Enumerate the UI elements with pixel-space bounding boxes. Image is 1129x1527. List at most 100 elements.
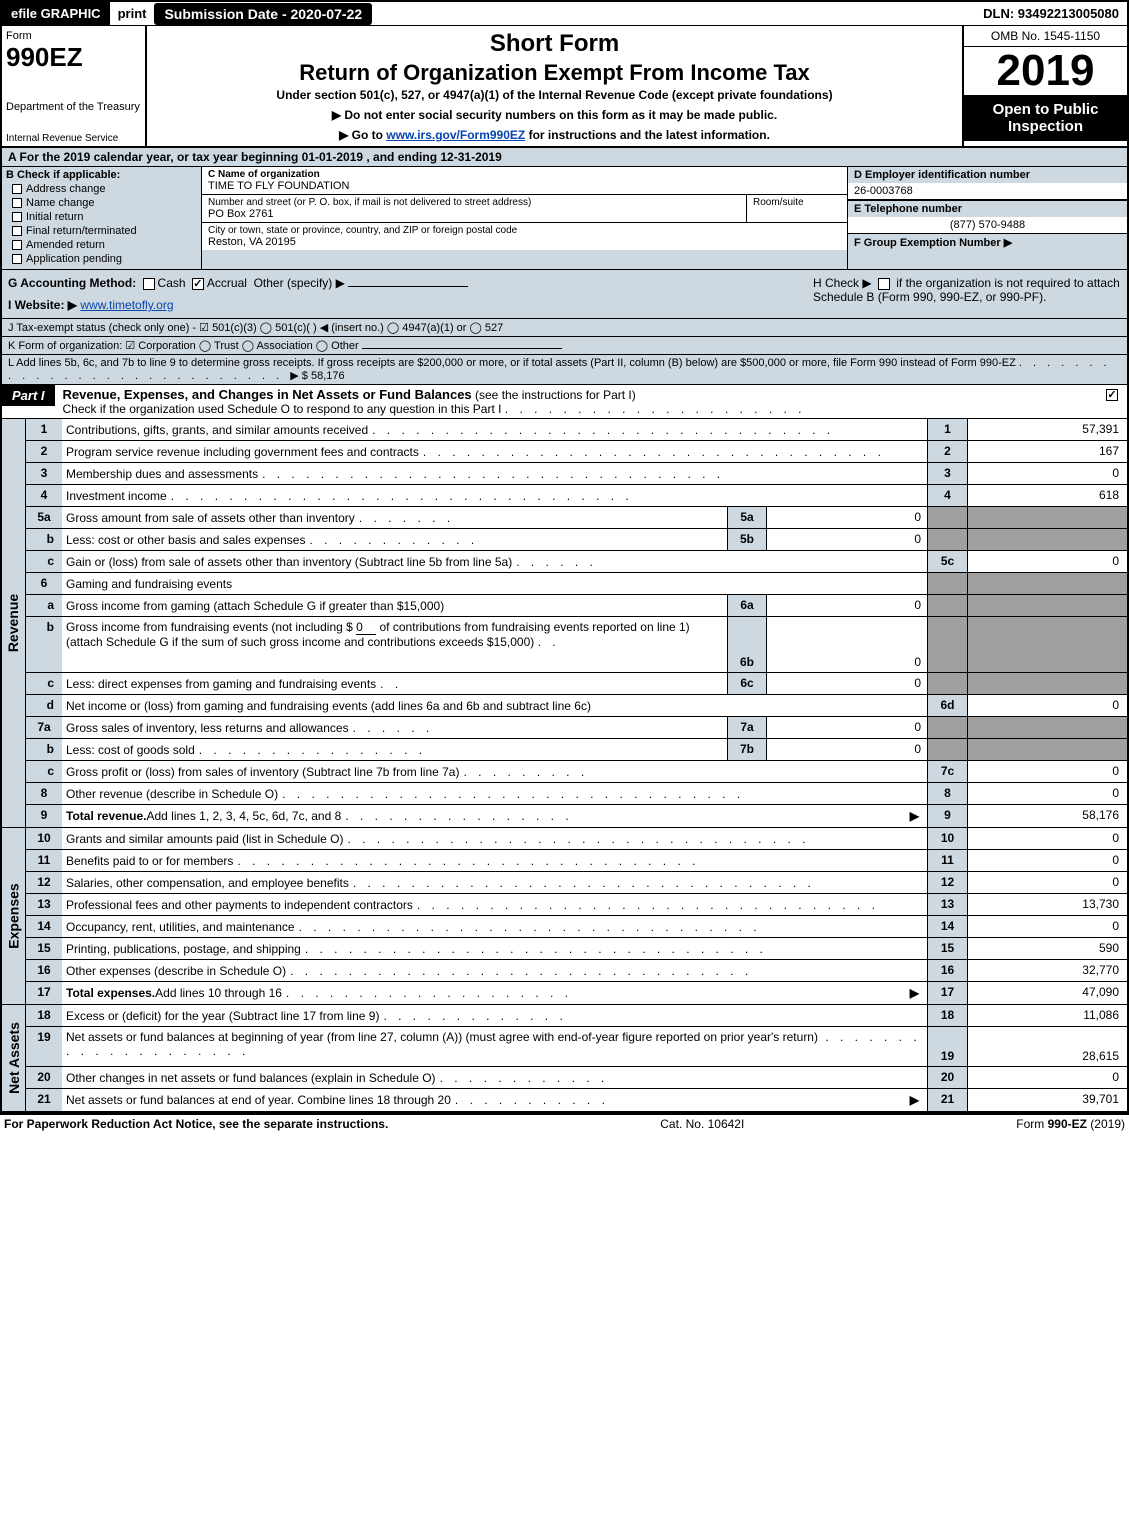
checkbox-icon <box>12 184 22 194</box>
chk-initial-return[interactable]: Initial return <box>12 211 197 223</box>
line-15: 15 Printing, publications, postage, and … <box>26 938 1127 960</box>
line-3-value: 0 <box>967 463 1127 484</box>
form-header: Form 990EZ Department of the Treasury In… <box>2 26 1127 148</box>
checkbox-icon <box>12 198 22 208</box>
line-18-value: 11,086 <box>967 1005 1127 1026</box>
chk-accrual[interactable] <box>192 278 204 290</box>
line-6: 6 Gaming and fundraising events <box>26 573 1127 595</box>
line-9: 9 Total revenue. Add lines 1, 2, 3, 4, 5… <box>26 805 1127 827</box>
department: Department of the Treasury <box>6 101 141 113</box>
subtitle: Under section 501(c), 527, or 4947(a)(1)… <box>155 88 954 102</box>
website-link[interactable]: www.timetofly.org <box>80 298 173 312</box>
room-suite: Room/suite <box>747 195 847 222</box>
chk-amended-return[interactable]: Amended return <box>12 239 197 251</box>
row-k-org-form: K Form of organization: ☑ Corporation ◯ … <box>2 337 1127 355</box>
h-text1: H Check ▶ <box>813 276 872 290</box>
line-6d-value: 0 <box>967 695 1127 716</box>
line-8: 8 Other revenue (describe in Schedule O)… <box>26 783 1127 805</box>
header-left: Form 990EZ Department of the Treasury In… <box>2 26 147 146</box>
header-center: Short Form Return of Organization Exempt… <box>147 26 962 146</box>
org-city-row: City or town, state or province, country… <box>202 223 847 250</box>
line-5c: c Gain or (loss) from sale of assets oth… <box>26 551 1127 573</box>
line-1: 1 Contributions, gifts, grants, and simi… <box>26 419 1127 441</box>
org-name-row: C Name of organization TIME TO FLY FOUND… <box>202 167 847 195</box>
efile-graphic-button[interactable]: efile GRAPHIC <box>2 2 110 25</box>
line-6b: b Gross income from fundraising events (… <box>26 617 1127 673</box>
chk-schedule-b[interactable] <box>878 278 890 290</box>
l-text: L Add lines 5b, 6c, and 7b to line 9 to … <box>8 357 1016 369</box>
line-7a-value: 0 <box>767 717 927 738</box>
line-3: 3 Membership dues and assessments. . . .… <box>26 463 1127 485</box>
section-b-header: B Check if applicable: <box>6 169 197 181</box>
form-label: Form <box>6 30 141 42</box>
section-b: B Check if applicable: Address change Na… <box>2 167 202 269</box>
checkbox-icon <box>1106 389 1118 401</box>
website-line: I Website: ▶ www.timetofly.org <box>8 298 801 312</box>
fundraising-contrib-field[interactable]: 0 <box>356 620 376 635</box>
goto-post: for instructions and the latest informat… <box>525 128 770 142</box>
part-i-title: Revenue, Expenses, and Changes in Net As… <box>55 385 1097 418</box>
net-assets-section: Net Assets 18 Excess or (deficit) for th… <box>2 1005 1127 1113</box>
short-form-title: Short Form <box>155 30 954 58</box>
row-j-tax-exempt: J Tax-exempt status (check only one) - ☑… <box>2 319 1127 337</box>
line-13: 13 Professional fees and other payments … <box>26 894 1127 916</box>
expenses-section: Expenses 10 Grants and similar amounts p… <box>2 828 1127 1005</box>
line-15-value: 590 <box>967 938 1127 959</box>
paperwork-notice: For Paperwork Reduction Act Notice, see … <box>4 1117 388 1131</box>
org-name-value: TIME TO FLY FOUNDATION <box>208 180 841 192</box>
header-right: OMB No. 1545-1150 2019 Open to Public In… <box>962 26 1127 146</box>
part-i-checkbox[interactable] <box>1097 385 1127 403</box>
line-4-value: 618 <box>967 485 1127 506</box>
line-5c-value: 0 <box>967 551 1127 572</box>
org-street: Number and street (or P. O. box, if mail… <box>202 195 747 222</box>
line-20: 20 Other changes in net assets or fund b… <box>26 1067 1127 1089</box>
chk-application-pending[interactable]: Application pending <box>12 253 197 265</box>
section-g-i: G Accounting Method: Cash Accrual Other … <box>2 270 807 318</box>
line-8-value: 0 <box>967 783 1127 804</box>
line-7b: b Less: cost of goods sold . . . . . . .… <box>26 739 1127 761</box>
line-6d: d Net income or (loss) from gaming and f… <box>26 695 1127 717</box>
line-4: 4 Investment income. . . . . . . . . . .… <box>26 485 1127 507</box>
expenses-side-label: Expenses <box>2 828 26 1004</box>
group-exemption: F Group Exemption Number ▶ <box>848 233 1127 251</box>
line-5a-value: 0 <box>767 507 927 528</box>
line-7a: 7a Gross sales of inventory, less return… <box>26 717 1127 739</box>
goto-pre: ▶ Go to <box>339 128 386 142</box>
line-7c-value: 0 <box>967 761 1127 782</box>
line-16-value: 32,770 <box>967 960 1127 981</box>
other-org-field[interactable] <box>362 348 562 349</box>
line-10-value: 0 <box>967 828 1127 849</box>
part-i-tag: Part I <box>2 385 55 406</box>
line-17: 17 Total expenses. Add lines 10 through … <box>26 982 1127 1004</box>
form-number: 990EZ <box>6 42 141 73</box>
dln-number: DLN: 93492213005080 <box>975 3 1127 24</box>
line-5a: 5a Gross amount from sale of assets othe… <box>26 507 1127 529</box>
g-label: G Accounting Method: <box>8 276 136 290</box>
line-6c: c Less: direct expenses from gaming and … <box>26 673 1127 695</box>
line-5b: b Less: cost or other basis and sales ex… <box>26 529 1127 551</box>
revenue-side-label: Revenue <box>2 419 26 827</box>
chk-final-return[interactable]: Final return/terminated <box>12 225 197 237</box>
line-6a-value: 0 <box>767 595 927 616</box>
print-button[interactable]: print <box>110 3 155 24</box>
row-a-tax-year: A For the 2019 calendar year, or tax yea… <box>2 148 1127 167</box>
irs-link[interactable]: www.irs.gov/Form990EZ <box>386 128 525 142</box>
chk-address-change[interactable]: Address change <box>12 183 197 195</box>
chk-cash[interactable] <box>143 278 155 290</box>
block-b-to-f: B Check if applicable: Address change Na… <box>2 167 1127 270</box>
section-c: C Name of organization TIME TO FLY FOUND… <box>202 167 847 269</box>
tax-year: 2019 <box>964 47 1127 95</box>
line-2: 2 Program service revenue including gove… <box>26 441 1127 463</box>
checkbox-icon <box>12 212 22 222</box>
line-9-value: 58,176 <box>967 805 1127 827</box>
other-specify-field[interactable] <box>348 286 468 287</box>
section-d-e-f: D Employer identification number 26-0003… <box>847 167 1127 269</box>
line-18: 18 Excess or (deficit) for the year (Sub… <box>26 1005 1127 1027</box>
line-7b-value: 0 <box>767 739 927 760</box>
street-value: PO Box 2761 <box>208 208 740 220</box>
form-990ez: efile GRAPHIC print Submission Date - 20… <box>0 0 1129 1115</box>
line-7c: c Gross profit or (loss) from sales of i… <box>26 761 1127 783</box>
chk-name-change[interactable]: Name change <box>12 197 197 209</box>
line-5b-value: 0 <box>767 529 927 550</box>
main-title: Return of Organization Exempt From Incom… <box>155 60 954 86</box>
